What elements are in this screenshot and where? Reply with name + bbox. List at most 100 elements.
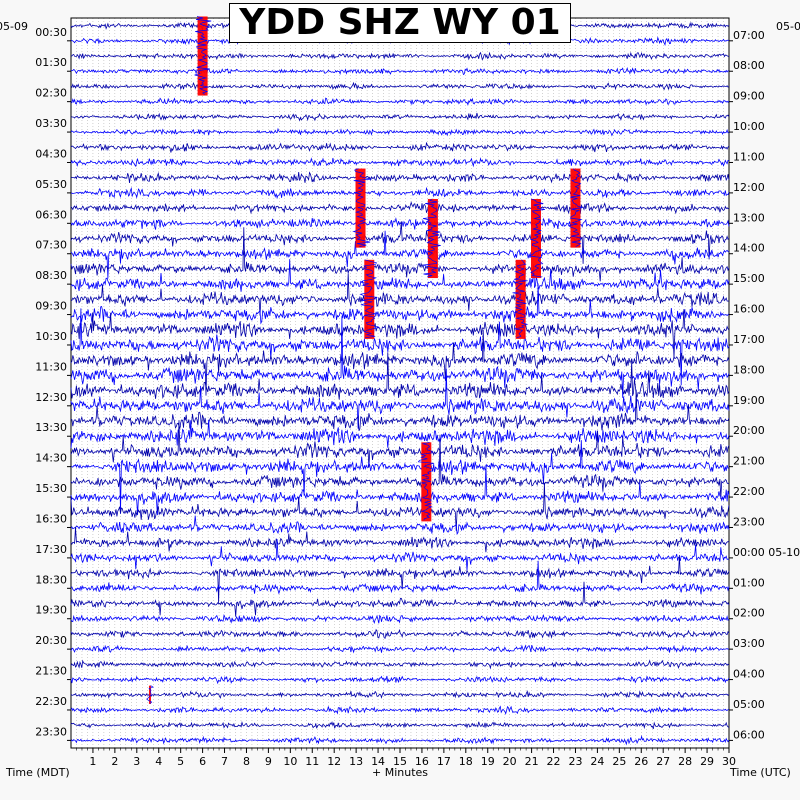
x-tick-label: 25 [612,755,626,768]
seismic-trace [70,644,729,654]
x-tick-label: 18 [459,755,473,768]
right-tick-label: 17:00 [733,333,765,346]
x-tick-label: 23 [568,755,582,768]
x-tick-label: 3 [133,755,140,768]
left-tick-label: 09:30 [35,300,67,313]
event-waveform [359,259,380,339]
x-tick-label: 13 [349,755,363,768]
left-tick-label: 11:30 [35,360,67,373]
x-tick-label: 7 [221,755,228,768]
left-tick-label: 16:30 [35,512,67,525]
seismic-trace [70,560,730,595]
right-tick-label: 18:00 [733,363,765,376]
right-tick-label: 01:00 [733,576,765,589]
x-tick-label: 29 [700,755,714,768]
left-date-label: 05-09 [0,20,28,33]
clipped-event-mark [515,259,526,339]
chart-title: YDD SHZ WY 01 [229,3,571,43]
left-tick-label: 01:30 [35,56,67,69]
seismic-trace [70,127,730,137]
seismic-trace [70,227,730,288]
clipped-event-mark [427,198,438,279]
right-tick-label: 06:00 [733,728,765,741]
right-tick-label: 19:00 [733,394,765,407]
right-tick-label: 14:00 [733,242,765,255]
seismic-trace [70,157,730,168]
seismic-trace [70,389,730,431]
left-tick-label: 02:30 [35,87,67,100]
seismic-trace [71,273,729,316]
left-tick-label: 22:30 [35,695,67,708]
seismic-trace [70,734,730,746]
plot-frame [70,17,730,749]
right-tick-label: 12:00 [733,181,765,194]
event-waveform [512,259,529,339]
x-tick-label: 5 [177,755,184,768]
x-tick-label: 20 [503,755,517,768]
x-tick-label: 26 [634,755,648,768]
left-tick-label: 06:30 [35,208,67,221]
seismic-trace [70,283,730,325]
seismic-trace [70,368,730,429]
right-tick-label: 20:00 [733,424,765,437]
left-tick-label: 14:30 [35,452,67,465]
event-waveform [352,168,372,247]
right-tick-label: 04:00 [733,668,765,681]
clipped-event-mark [148,685,151,704]
seismic-trace [70,613,730,625]
seismic-trace [70,705,729,716]
x-tick-label: 9 [265,755,272,768]
left-tick-label: 07:30 [35,239,67,252]
seismic-trace [70,539,730,571]
seismic-trace [70,419,730,449]
x-tick-label: 19 [481,755,495,768]
event-waveform [417,441,435,521]
x-tick-label: 22 [547,755,561,768]
right-tick-label: 21:00 [733,455,765,468]
seismic-trace [70,112,730,122]
seismic-trace [70,628,730,640]
left-tick-label: 15:30 [35,482,67,495]
right-tick-label: 10:00 [733,120,765,133]
left-tick-label: 08:30 [35,269,67,282]
seismic-trace [71,51,729,61]
seismic-trace [70,316,730,398]
left-tick-label: 23:30 [35,725,67,738]
left-tick-label: 19:30 [35,604,67,617]
right-tick-label: 15:00 [733,272,765,285]
seismic-trace [70,555,730,604]
event-waveform [194,16,212,95]
left-axis-label: Time (MDT) [6,766,70,779]
left-tick-label: 21:30 [35,665,67,678]
seismic-trace [70,186,730,200]
left-tick-label: 12:30 [35,391,67,404]
x-tick-label: 30 [722,755,736,768]
left-tick-label: 05:30 [35,178,67,191]
right-tick-label: 22:00 [733,485,765,498]
seismic-trace [70,217,730,230]
event-waveform [146,685,154,704]
right-axis-label: Time (UTC) [730,766,791,779]
right-tick-label: 05:00 [733,698,765,711]
x-tick-label: 17 [437,755,451,768]
seismic-trace [70,526,730,553]
x-tick-label: 15 [393,755,407,768]
x-tick-label: 11 [305,755,319,768]
seismic-trace [70,142,730,153]
seismic-trace [70,221,730,264]
x-tick-label: 16 [415,755,429,768]
left-tick-label: 17:30 [35,543,67,556]
seismic-trace [70,482,730,531]
x-tick-label: 21 [525,755,539,768]
seismic-trace [70,720,730,730]
x-tick-label: 10 [283,755,297,768]
right-tick-label: 08:00 [733,59,765,72]
x-tick-label: 1 [89,755,96,768]
x-tick-label: 2 [111,755,118,768]
right-tick-label: 11:00 [733,150,765,163]
x-tick-label: 6 [199,755,206,768]
x-tick-label: 28 [678,755,692,768]
clipped-event-mark [570,168,581,248]
